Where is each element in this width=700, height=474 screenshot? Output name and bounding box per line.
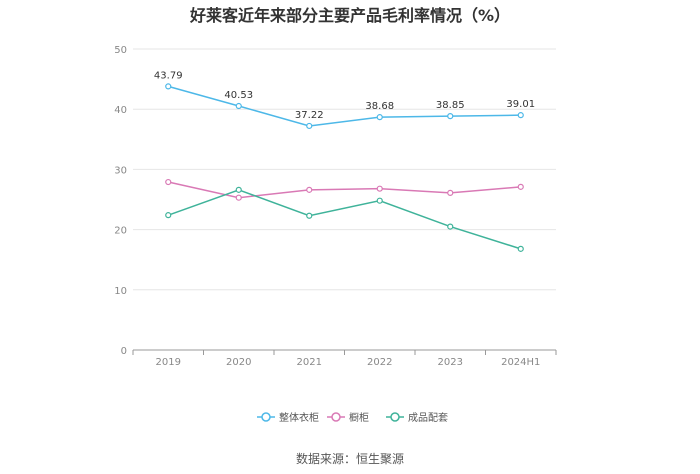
y-tick-label: 20: [114, 226, 127, 237]
data-point: [517, 245, 524, 252]
data-point: [235, 102, 242, 110]
data-point: [376, 185, 383, 192]
x-tick-label: 2019: [156, 357, 181, 368]
legend-label: 橱柜: [349, 411, 369, 424]
data-label: 40.53: [224, 90, 253, 101]
x-tick-label: 2021: [297, 357, 322, 368]
data-label: 37.22: [295, 110, 324, 121]
data-point: [517, 183, 524, 190]
grid-lines: [133, 48, 556, 291]
series-line: [168, 85, 521, 127]
series-layer: 43.79 40.53 37.22 38.68 38.85 39.01: [154, 70, 535, 252]
series-line: [167, 189, 521, 250]
data-point: [306, 122, 313, 130]
data-point: [306, 186, 313, 193]
legend: 整体衣柜 橱柜 成品配套: [257, 411, 448, 424]
data-point: [165, 83, 172, 90]
legend-label: 成品配套: [408, 411, 448, 424]
y-tick-label: 40: [114, 105, 127, 116]
axes: 0 10 20 30 40 50 2019 2020 2021 2022 2023 2024H1: [114, 45, 557, 368]
x-tick-label: 2024H1: [501, 357, 540, 368]
data-point: [306, 212, 313, 219]
legend-marker: [390, 412, 400, 422]
data-point: [376, 114, 383, 121]
y-tick-label: 50: [114, 45, 127, 56]
x-tick-label: 2020: [226, 357, 251, 368]
data-point: [165, 178, 172, 186]
data-label: 38.68: [365, 101, 394, 112]
data-point: [447, 189, 454, 196]
data-point: [376, 197, 383, 204]
data-label: 39.01: [506, 99, 535, 110]
data-point: [235, 194, 242, 201]
data-point: [447, 223, 454, 230]
chart-title: 好莱客近年来部分主要产品毛利率情况（%）: [189, 6, 511, 25]
legend-item: 橱柜: [327, 411, 369, 424]
y-tick-label: 10: [114, 286, 127, 297]
data-point: [447, 113, 454, 120]
source-note: 数据来源：恒生聚源: [295, 452, 404, 466]
data-point: [517, 112, 524, 119]
data-point: [165, 212, 172, 219]
legend-item: 成品配套: [386, 411, 448, 424]
legend-label: 整体衣柜: [279, 411, 319, 424]
legend-marker: [261, 412, 271, 422]
series-line: [168, 181, 521, 199]
x-tick-label: 2023: [438, 357, 463, 368]
y-tick-label: 0: [121, 346, 127, 357]
y-tick-label: 30: [114, 165, 127, 176]
x-tick-label: 2022: [367, 357, 392, 368]
data-label: 38.85: [436, 100, 465, 111]
data-point: [235, 186, 242, 193]
data-label: 43.79: [154, 70, 183, 81]
legend-item: 整体衣柜: [257, 411, 319, 424]
legend-marker: [331, 412, 341, 422]
